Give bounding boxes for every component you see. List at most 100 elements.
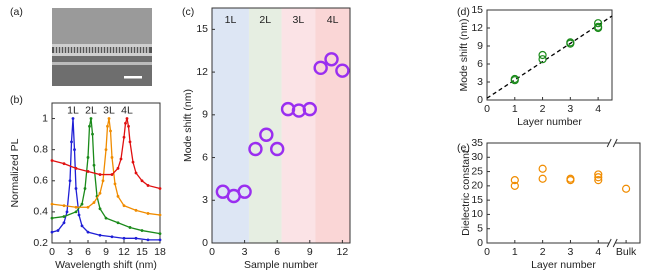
data-point <box>83 187 87 190</box>
data-point <box>122 135 126 139</box>
data-point <box>127 124 130 128</box>
data-point <box>122 204 126 208</box>
x-tick-label: 4 <box>595 103 601 115</box>
sem-image <box>52 8 152 86</box>
region-label: 4L <box>327 14 339 26</box>
y-tick-label: 3 <box>202 194 208 206</box>
data-point <box>128 226 132 229</box>
image-top-region <box>52 8 152 44</box>
region-label: 2L <box>259 14 271 26</box>
x-tick-label: 9 <box>307 246 313 258</box>
data-point <box>109 129 112 133</box>
data-point <box>86 156 90 159</box>
y-tick-label: 0 <box>477 94 483 106</box>
x-axis-label: Sample number <box>244 259 319 271</box>
data-point <box>86 230 90 234</box>
region <box>212 8 249 243</box>
region <box>315 8 350 243</box>
data-point <box>110 235 114 239</box>
data-point <box>74 187 78 190</box>
region-label: 1L <box>225 14 237 26</box>
data-point <box>92 201 96 204</box>
data-point <box>119 157 123 161</box>
data-point <box>158 213 162 217</box>
x-tick-label: 1 <box>512 246 518 258</box>
y-tick-label: 30 <box>471 151 483 163</box>
data-point <box>146 238 150 242</box>
data-point <box>510 181 519 190</box>
data-point <box>594 173 603 182</box>
x-tick-label: 9 <box>103 246 109 258</box>
x-axis-label: Layer number <box>517 116 582 128</box>
data-point <box>62 162 66 166</box>
x-tick-label: 6 <box>85 246 91 258</box>
data-point <box>146 184 150 187</box>
data-point <box>88 124 91 128</box>
y-tick-label: 12 <box>196 66 208 78</box>
data-point <box>74 205 78 209</box>
plot-frame <box>211 7 351 244</box>
y-axis-label: Mode shift (nm) <box>458 19 470 92</box>
series-label: 2L <box>85 104 97 116</box>
x-tick-label: 0 <box>484 246 490 258</box>
data-point <box>134 171 138 175</box>
data-point <box>98 173 102 176</box>
x-tick-label: 0 <box>484 103 490 115</box>
x-axis-label: Layer number <box>531 259 596 271</box>
region <box>281 8 316 243</box>
x-tick-label: 3 <box>67 246 73 258</box>
data-point <box>89 117 93 120</box>
data-point <box>237 184 252 199</box>
data-point <box>106 124 109 128</box>
y-tick-label: 5 <box>477 222 483 234</box>
data-point <box>134 236 138 240</box>
y-tick-label: 9 <box>202 109 208 121</box>
axis-break <box>606 138 618 148</box>
series-line <box>51 118 161 216</box>
data-point <box>302 101 317 117</box>
x-tick-label: 2 <box>540 246 546 258</box>
data-point <box>122 236 126 240</box>
data-point <box>621 184 631 193</box>
panel-label: (c) <box>182 6 194 18</box>
x-tick-label: Bulk <box>616 246 637 258</box>
data-point <box>538 164 547 173</box>
data-point <box>70 140 73 144</box>
panel-label: (d) <box>457 6 470 18</box>
data-point <box>158 238 162 242</box>
series-line <box>486 15 613 99</box>
y-axis-label: Mode shift (nm) <box>182 89 194 162</box>
y-tick-label: 15 <box>471 4 483 16</box>
data-point <box>510 74 519 84</box>
data-point <box>74 166 78 170</box>
y-tick-label: 12 <box>471 22 483 34</box>
data-point <box>131 160 135 164</box>
data-point <box>140 229 144 232</box>
data-point <box>91 132 94 136</box>
y-tick-label: 15 <box>196 23 208 35</box>
series-label: 4L <box>121 104 133 116</box>
x-tick-label: 1 <box>512 103 518 115</box>
data-point <box>116 166 120 170</box>
data-point <box>98 207 102 211</box>
plot-frame <box>486 9 613 101</box>
x-tick-label: 3 <box>568 246 574 258</box>
data-point <box>158 187 162 190</box>
series-line <box>51 118 160 241</box>
x-tick-label: 12 <box>118 246 130 258</box>
data-point <box>140 179 144 183</box>
data-point <box>86 205 90 209</box>
data-point <box>116 194 120 198</box>
data-point <box>80 224 84 228</box>
data-point <box>510 176 519 185</box>
data-point <box>113 182 117 186</box>
data-point <box>74 210 78 214</box>
y-axis-label: Dielectric constant <box>460 150 472 236</box>
axis-break-gap <box>609 239 616 247</box>
x-tick-label: 2 <box>540 103 546 115</box>
data-point <box>86 170 90 173</box>
data-point <box>324 52 339 67</box>
x-tick-label: 3 <box>567 103 573 115</box>
data-point <box>50 159 54 162</box>
